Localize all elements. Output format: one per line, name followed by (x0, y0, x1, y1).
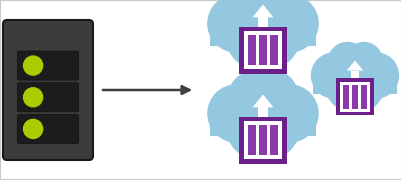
FancyBboxPatch shape (239, 116, 286, 164)
FancyBboxPatch shape (209, 123, 316, 136)
FancyBboxPatch shape (247, 35, 255, 65)
FancyBboxPatch shape (258, 107, 267, 123)
FancyBboxPatch shape (239, 26, 286, 74)
Circle shape (251, 0, 296, 27)
FancyBboxPatch shape (3, 20, 93, 160)
Circle shape (327, 42, 366, 82)
Circle shape (311, 53, 356, 98)
Circle shape (261, 85, 317, 142)
FancyBboxPatch shape (312, 83, 396, 93)
Circle shape (352, 53, 397, 98)
Circle shape (228, 0, 277, 31)
FancyBboxPatch shape (259, 35, 266, 65)
Circle shape (207, 85, 264, 142)
Circle shape (345, 42, 381, 78)
FancyBboxPatch shape (17, 114, 79, 143)
FancyBboxPatch shape (339, 82, 369, 111)
FancyBboxPatch shape (209, 33, 316, 46)
Circle shape (261, 0, 317, 52)
FancyBboxPatch shape (270, 125, 277, 155)
FancyBboxPatch shape (247, 125, 255, 155)
Circle shape (24, 88, 43, 107)
FancyBboxPatch shape (243, 121, 281, 159)
FancyBboxPatch shape (17, 51, 79, 80)
FancyBboxPatch shape (350, 71, 358, 83)
FancyBboxPatch shape (360, 84, 366, 109)
FancyBboxPatch shape (243, 31, 281, 69)
Polygon shape (252, 4, 273, 17)
Circle shape (225, 85, 300, 161)
Circle shape (207, 0, 264, 52)
FancyBboxPatch shape (342, 84, 348, 109)
FancyBboxPatch shape (17, 83, 79, 112)
FancyBboxPatch shape (259, 125, 266, 155)
Circle shape (228, 72, 277, 121)
Circle shape (225, 0, 300, 71)
Circle shape (24, 56, 43, 75)
Circle shape (251, 72, 296, 117)
FancyBboxPatch shape (270, 35, 277, 65)
FancyBboxPatch shape (336, 78, 373, 115)
FancyBboxPatch shape (258, 17, 267, 33)
FancyBboxPatch shape (351, 84, 357, 109)
Polygon shape (252, 94, 273, 107)
Polygon shape (346, 60, 363, 71)
Circle shape (324, 53, 384, 113)
Circle shape (24, 119, 43, 138)
